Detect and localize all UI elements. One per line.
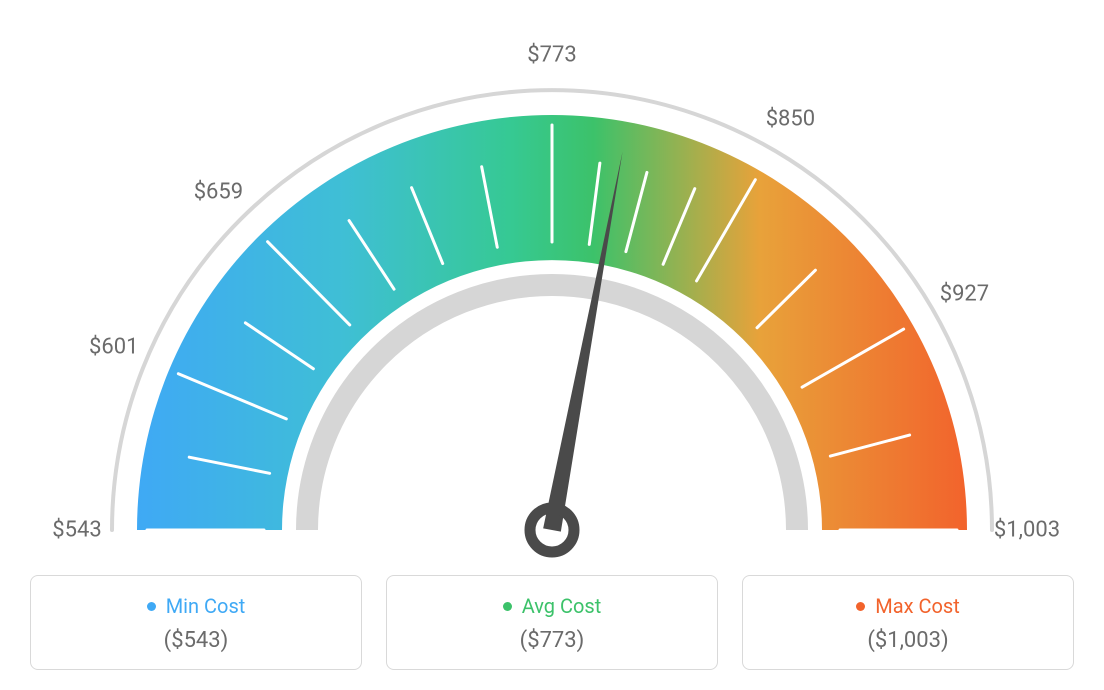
gauge-tick-label: $850 bbox=[766, 107, 815, 132]
gauge-tick-label: $601 bbox=[89, 334, 138, 359]
avg-cost-label: Avg Cost bbox=[522, 594, 602, 618]
gauge-tick-label: $1,003 bbox=[994, 518, 1060, 543]
min-cost-card: Min Cost ($543) bbox=[30, 575, 362, 670]
gauge-tick-label: $927 bbox=[940, 282, 989, 307]
avg-cost-title: Avg Cost bbox=[503, 594, 602, 618]
max-cost-value: ($1,003) bbox=[743, 628, 1073, 653]
gauge-tick-label: $773 bbox=[527, 43, 576, 68]
gauge-tick-label: $659 bbox=[194, 179, 243, 204]
max-cost-label: Max Cost bbox=[875, 594, 960, 618]
min-cost-title: Min Cost bbox=[147, 594, 246, 618]
gauge-tick-label: $543 bbox=[52, 518, 101, 543]
avg-dot-icon bbox=[503, 602, 512, 611]
min-dot-icon bbox=[147, 602, 156, 611]
min-cost-value: ($543) bbox=[31, 628, 361, 653]
max-dot-icon bbox=[856, 602, 865, 611]
min-cost-label: Min Cost bbox=[166, 594, 246, 618]
gauge-chart: $543 $601 $659 $773 $850 $927 $1,003 bbox=[0, 0, 1104, 560]
gauge-svg bbox=[52, 50, 1052, 590]
max-cost-card: Max Cost ($1,003) bbox=[742, 575, 1074, 670]
avg-cost-card: Avg Cost ($773) bbox=[386, 575, 718, 670]
max-cost-title: Max Cost bbox=[856, 594, 960, 618]
avg-cost-value: ($773) bbox=[387, 628, 717, 653]
summary-cards: Min Cost ($543) Avg Cost ($773) Max Cost… bbox=[30, 575, 1074, 670]
